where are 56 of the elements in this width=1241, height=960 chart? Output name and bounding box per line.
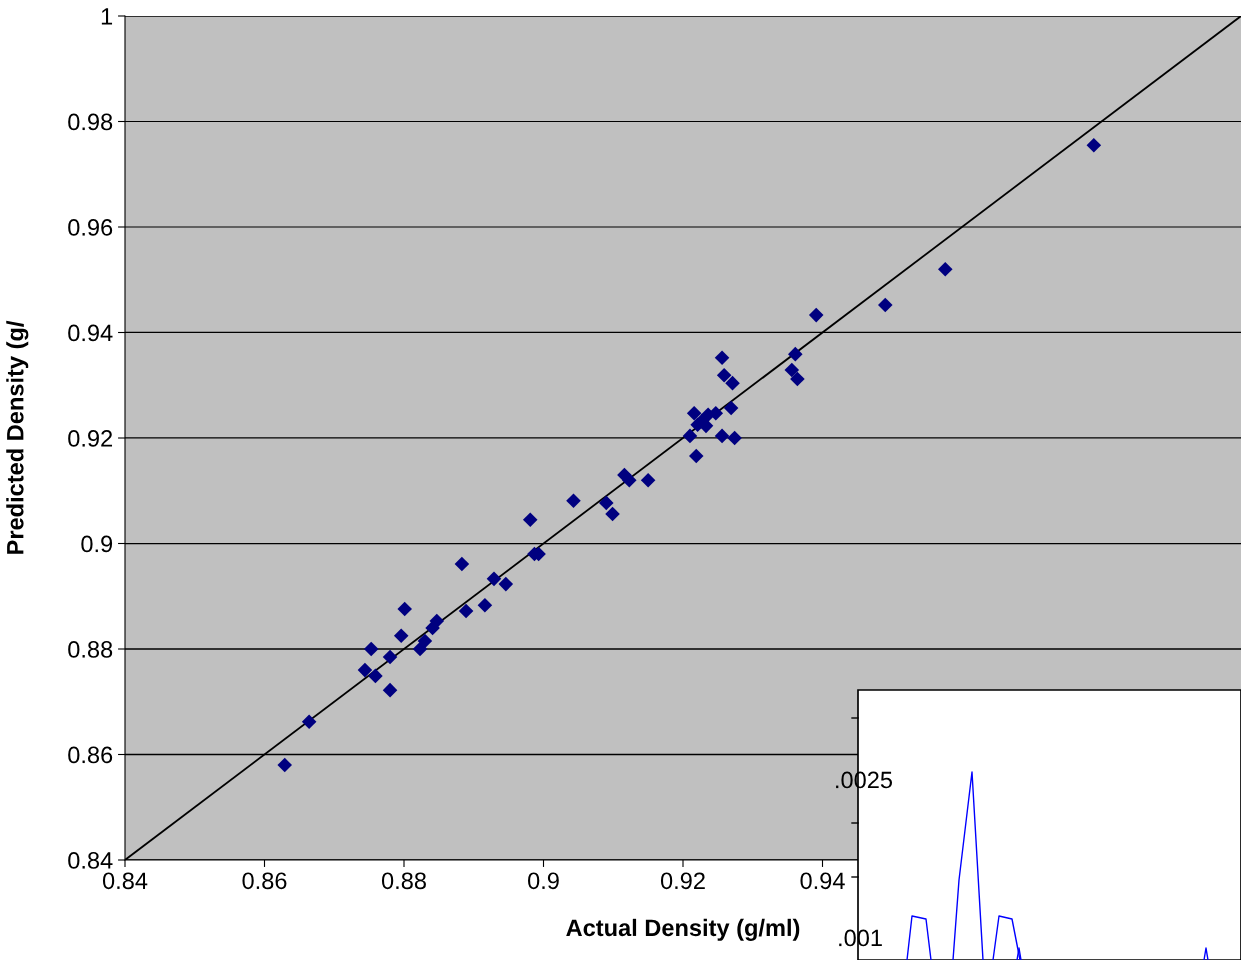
y-tick-label: 0.96 bbox=[68, 219, 113, 236]
point bbox=[723, 400, 739, 416]
point bbox=[808, 307, 824, 323]
point bbox=[368, 668, 383, 684]
point bbox=[397, 601, 412, 617]
point bbox=[877, 297, 893, 313]
point bbox=[727, 430, 742, 446]
x-tick-label: 0.84 bbox=[102, 872, 148, 890]
y-tick-label: 0.94 bbox=[68, 324, 113, 342]
point bbox=[688, 448, 704, 464]
point bbox=[301, 714, 317, 730]
point bbox=[454, 556, 470, 572]
y-tick-label: 0.98 bbox=[68, 113, 113, 131]
point bbox=[393, 628, 409, 644]
x-tick-label: 0.88 bbox=[381, 872, 426, 890]
point bbox=[598, 495, 614, 511]
point bbox=[277, 757, 293, 773]
y-tick-label: 0.86 bbox=[68, 746, 113, 764]
x-tick-label: 0.9 bbox=[528, 872, 559, 890]
point bbox=[477, 597, 493, 613]
x-tick-label: 0.86 bbox=[242, 872, 287, 890]
x-tick-label: 0.92 bbox=[660, 872, 705, 890]
point bbox=[566, 493, 581, 509]
point bbox=[682, 428, 698, 444]
point bbox=[605, 506, 620, 522]
point bbox=[640, 472, 656, 488]
point bbox=[429, 613, 445, 629]
y-tick-label: 0.88 bbox=[68, 641, 113, 658]
y-tick-label: 1 bbox=[101, 8, 113, 25]
point bbox=[498, 576, 514, 592]
point bbox=[1086, 137, 1102, 153]
point bbox=[716, 367, 732, 383]
y-tick-label: 0.84 bbox=[68, 852, 113, 869]
point bbox=[714, 428, 730, 444]
point bbox=[458, 603, 474, 619]
point bbox=[937, 261, 953, 277]
point bbox=[382, 649, 398, 665]
point bbox=[382, 682, 398, 698]
y-tick-label: 0.92 bbox=[68, 430, 113, 447]
x-tick-label: 0.94 bbox=[800, 872, 845, 890]
y-axis-title: Predicted Density (g/ bbox=[6, 320, 29, 554]
point bbox=[412, 641, 428, 657]
point bbox=[357, 662, 373, 678]
point bbox=[486, 571, 502, 587]
point bbox=[784, 362, 800, 378]
point bbox=[686, 405, 702, 421]
point bbox=[725, 375, 740, 391]
point bbox=[790, 371, 805, 387]
point bbox=[522, 512, 538, 528]
point bbox=[622, 472, 637, 488]
point bbox=[363, 641, 379, 657]
x-axis-title: Actual Density (g/ml) bbox=[566, 918, 800, 941]
point bbox=[788, 346, 803, 362]
point bbox=[417, 633, 433, 649]
point bbox=[714, 350, 730, 366]
y-tick-label: 0.9 bbox=[81, 535, 113, 553]
